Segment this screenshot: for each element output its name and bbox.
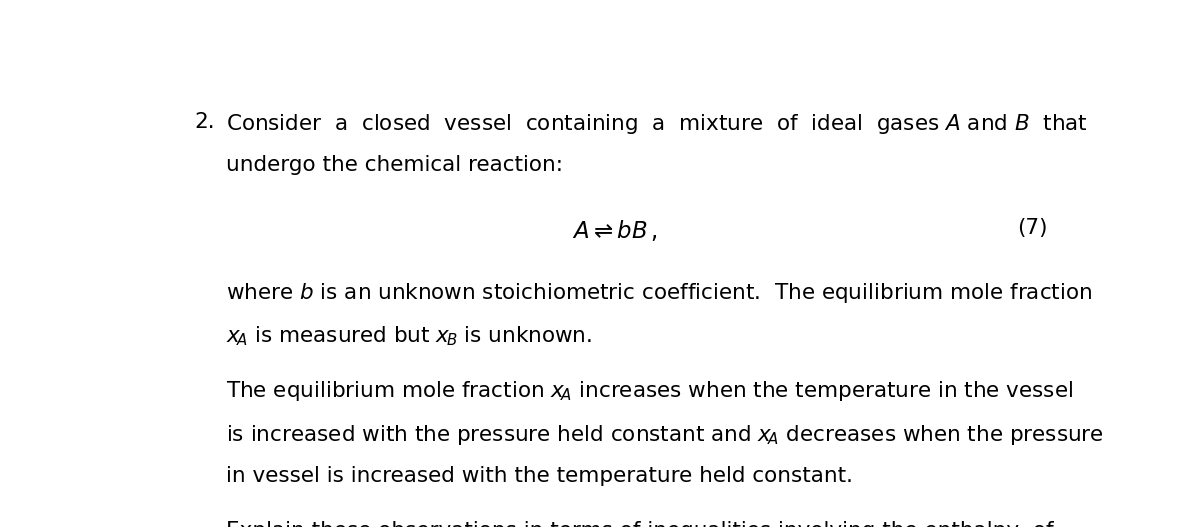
Text: where $b$ is an unknown stoichiometric coefficient.  The equilibrium mole fracti: where $b$ is an unknown stoichiometric c… xyxy=(227,281,1093,305)
Text: Consider  a  closed  vessel  containing  a  mixture  of  ideal  gases $\mathit{A: Consider a closed vessel containing a mi… xyxy=(227,112,1088,136)
Text: is increased with the pressure held constant and $x_{\!A}$ decreases when the pr: is increased with the pressure held cons… xyxy=(227,423,1104,447)
Text: Explain these observations in terms of inequalities involving the enthalpy  of: Explain these observations in terms of i… xyxy=(227,521,1054,527)
Text: 2.: 2. xyxy=(194,112,215,132)
Text: undergo the chemical reaction:: undergo the chemical reaction: xyxy=(227,155,563,175)
Text: in vessel is increased with the temperature held constant.: in vessel is increased with the temperat… xyxy=(227,466,853,486)
Text: $x_{\!A}$ is measured but $x_{\!B}$ is unknown.: $x_{\!A}$ is measured but $x_{\!B}$ is u… xyxy=(227,325,593,348)
Text: The equilibrium mole fraction $x_{\!A}$ increases when the temperature in the ve: The equilibrium mole fraction $x_{\!A}$ … xyxy=(227,379,1074,403)
Text: (7): (7) xyxy=(1016,218,1048,238)
Text: $A \rightleftharpoons bB\,,$: $A \rightleftharpoons bB\,,$ xyxy=(572,218,658,243)
